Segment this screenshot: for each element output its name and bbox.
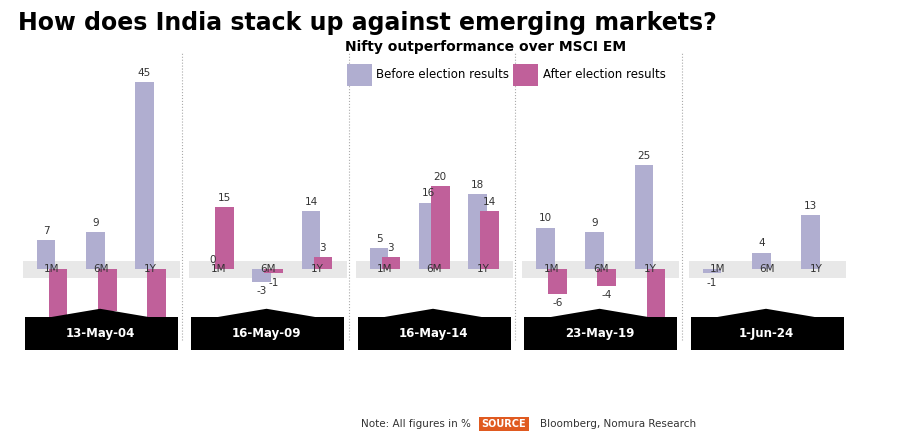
Text: 16-May-14: 16-May-14 — [399, 327, 468, 340]
Text: 3: 3 — [320, 242, 326, 253]
Bar — [419, 203, 437, 269]
Bar — [313, 257, 332, 269]
Bar — [598, 269, 616, 286]
Text: 14: 14 — [304, 197, 318, 207]
FancyBboxPatch shape — [358, 317, 510, 350]
Polygon shape — [383, 309, 482, 317]
Bar — [49, 269, 68, 323]
Bar — [253, 269, 271, 282]
FancyBboxPatch shape — [356, 261, 513, 278]
Text: 6M: 6M — [427, 264, 442, 274]
FancyBboxPatch shape — [691, 317, 843, 350]
Text: 7: 7 — [43, 226, 50, 236]
Text: -13: -13 — [148, 327, 165, 337]
Text: 16-May-09: 16-May-09 — [232, 327, 302, 340]
Text: 1Y: 1Y — [810, 264, 823, 274]
FancyBboxPatch shape — [22, 261, 180, 278]
Text: 4: 4 — [758, 238, 765, 249]
Text: 15: 15 — [218, 193, 231, 203]
Bar — [801, 215, 820, 269]
Text: 1Y: 1Y — [644, 264, 656, 274]
Bar — [536, 227, 555, 269]
Bar — [370, 249, 389, 269]
Bar — [382, 257, 400, 269]
Text: Bloomberg, Nomura Research: Bloomberg, Nomura Research — [540, 419, 696, 429]
Text: 14: 14 — [482, 197, 496, 207]
FancyBboxPatch shape — [189, 261, 346, 278]
Text: 45: 45 — [138, 68, 151, 78]
Text: 1M: 1M — [710, 264, 725, 274]
Polygon shape — [217, 309, 316, 317]
FancyBboxPatch shape — [25, 317, 177, 350]
Bar — [431, 186, 449, 269]
Text: 1-Jun-24: 1-Jun-24 — [738, 327, 794, 340]
Text: 5: 5 — [376, 234, 382, 244]
Text: 3: 3 — [388, 242, 394, 253]
Bar — [302, 211, 320, 269]
Text: 10: 10 — [539, 213, 553, 224]
Text: 6M: 6M — [94, 264, 109, 274]
Text: 1M: 1M — [544, 264, 559, 274]
Text: 6M: 6M — [593, 264, 608, 274]
Text: -13: -13 — [50, 327, 67, 337]
Polygon shape — [550, 309, 649, 317]
Text: 16: 16 — [422, 188, 435, 198]
Text: Nifty outperformance over MSCI EM: Nifty outperformance over MSCI EM — [346, 40, 626, 54]
Text: 13: 13 — [804, 201, 817, 211]
Text: 23-May-19: 23-May-19 — [565, 327, 634, 340]
Text: -4: -4 — [601, 290, 612, 300]
Text: 6M: 6M — [260, 264, 275, 274]
Bar — [752, 253, 770, 269]
Bar — [480, 211, 499, 269]
Bar — [468, 194, 487, 269]
FancyBboxPatch shape — [522, 261, 680, 278]
Text: 20: 20 — [434, 172, 446, 182]
Text: -3: -3 — [256, 286, 267, 296]
Text: 9: 9 — [591, 218, 599, 227]
Bar — [703, 269, 722, 273]
Bar — [548, 269, 567, 294]
Text: -6: -6 — [553, 298, 562, 308]
Text: Note: All figures in %: Note: All figures in % — [361, 419, 477, 429]
Text: 1M: 1M — [377, 264, 392, 274]
Text: 1M: 1M — [211, 264, 226, 274]
Bar — [634, 165, 653, 269]
Text: 9: 9 — [92, 218, 99, 227]
Text: How does India stack up against emerging markets?: How does India stack up against emerging… — [18, 11, 716, 35]
Text: 1Y: 1Y — [477, 264, 490, 274]
FancyBboxPatch shape — [192, 317, 344, 350]
Text: 1M: 1M — [44, 264, 59, 274]
Text: 1Y: 1Y — [144, 264, 157, 274]
Text: 13-May-04: 13-May-04 — [66, 327, 135, 340]
Text: After election results: After election results — [543, 68, 666, 81]
Bar — [135, 82, 154, 269]
Text: 0: 0 — [210, 255, 216, 265]
Text: -14: -14 — [647, 332, 664, 342]
Bar — [147, 269, 166, 323]
Polygon shape — [50, 309, 149, 317]
Bar — [215, 207, 234, 269]
Bar — [37, 240, 56, 269]
Text: Before election results: Before election results — [376, 68, 509, 81]
Bar — [86, 232, 104, 269]
Text: -10: -10 — [99, 315, 115, 325]
Bar — [586, 232, 604, 269]
Text: 18: 18 — [471, 180, 484, 190]
Text: -1: -1 — [706, 278, 717, 288]
Text: 6M: 6M — [760, 264, 775, 274]
Text: 25: 25 — [637, 151, 651, 161]
Bar — [98, 269, 116, 311]
Bar — [646, 269, 665, 327]
FancyBboxPatch shape — [525, 317, 677, 350]
FancyBboxPatch shape — [688, 261, 846, 278]
Text: -1: -1 — [268, 278, 279, 288]
Text: SOURCE: SOURCE — [482, 419, 526, 429]
Text: 1Y: 1Y — [310, 264, 323, 274]
Polygon shape — [716, 309, 815, 317]
Bar — [265, 269, 283, 273]
